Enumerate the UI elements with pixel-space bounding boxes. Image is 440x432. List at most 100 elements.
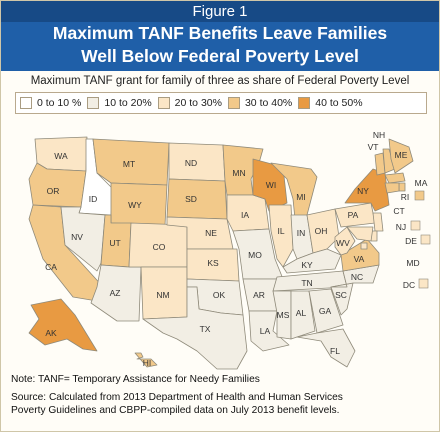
legend-swatch-3 xyxy=(227,97,240,109)
state-label-in: IN xyxy=(297,228,306,238)
legend-label-4: 40 to 50% xyxy=(315,97,363,109)
state-label-ky: KY xyxy=(301,260,313,270)
legend: 0 to 10 % 10 to 20% 20 to 30% 30 to 40% … xyxy=(15,92,427,114)
state-label-mn: MN xyxy=(232,168,245,178)
state-label-az: AZ xyxy=(110,288,121,298)
state-label-va: VA xyxy=(354,254,365,264)
state-label-wi: WI xyxy=(266,180,276,190)
state-ma xyxy=(384,172,406,184)
state-nj xyxy=(372,212,384,232)
legend-label-0: 0 to 10 % xyxy=(37,97,82,109)
state-label-nv: NV xyxy=(71,232,83,242)
state-label-ri: RI xyxy=(401,192,410,202)
state-ct xyxy=(384,182,400,194)
state-ri xyxy=(398,182,406,192)
state-label-ia: IA xyxy=(241,210,249,220)
state-label-ma: MA xyxy=(415,178,428,188)
state-dc xyxy=(360,242,368,250)
state-sd xyxy=(166,178,228,220)
legend-swatch-2 xyxy=(157,97,170,109)
state-label-sc: SC xyxy=(335,290,347,300)
state-label-nm: NM xyxy=(156,290,169,300)
state-ms xyxy=(272,290,292,340)
state-hi xyxy=(134,352,158,368)
state-label-md: MD xyxy=(406,258,419,268)
state-label-tx: TX xyxy=(200,324,211,334)
state-label-nc: NC xyxy=(351,272,363,282)
state-labels-layer: WA OR CA ID NV MT WY UT AZ CO NM ND SD NE KS OK TX MN IA MO… xyxy=(45,130,431,368)
state-me xyxy=(388,138,414,174)
state-label-ne: NE xyxy=(205,228,217,238)
state-marker-nj xyxy=(410,220,421,231)
state-label-ga: GA xyxy=(319,306,332,316)
source-line-1: Source: Calculated from 2013 Department … xyxy=(11,392,343,403)
state-label-ny: NY xyxy=(357,186,369,196)
state-label-or: OR xyxy=(47,186,60,196)
legend-item-3: 30 to 40% xyxy=(227,97,293,109)
state-label-wy: WY xyxy=(128,200,142,210)
state-ky xyxy=(282,248,342,274)
state-label-ct: CT xyxy=(393,206,404,216)
state-label-al: AL xyxy=(296,308,307,318)
state-label-la: LA xyxy=(260,326,271,336)
legend-label-3: 30 to 40% xyxy=(244,97,293,109)
footer: Note: TANF= Temporary Assistance for Nee… xyxy=(11,373,343,417)
state-label-tn: TN xyxy=(301,278,312,288)
state-marker-dc xyxy=(418,278,429,289)
state-va xyxy=(340,238,380,272)
state-label-oh: OH xyxy=(315,226,328,236)
state-label-de: DE xyxy=(405,236,417,246)
state-label-ms: MS xyxy=(277,310,290,320)
state-label-ak: AK xyxy=(45,328,57,338)
legend-swatch-1 xyxy=(87,97,100,109)
state-md xyxy=(346,226,374,242)
legend-label-1: 10 to 20% xyxy=(104,97,152,109)
state-label-mt: MT xyxy=(123,159,135,169)
state-label-pa: PA xyxy=(348,210,359,220)
state-label-wa: WA xyxy=(54,151,68,161)
state-marker-de xyxy=(420,234,431,245)
state-label-nd: ND xyxy=(185,158,197,168)
figure-label: Figure 1 xyxy=(1,1,439,22)
legend-swatch-4 xyxy=(298,97,311,109)
state-mn xyxy=(222,144,264,196)
legend-swatch-0 xyxy=(20,97,32,109)
state-label-nh: NH xyxy=(373,130,385,140)
state-al xyxy=(290,290,316,340)
state-label-mi: MI xyxy=(296,192,305,202)
state-label-ks: KS xyxy=(207,258,219,268)
state-label-mo: MO xyxy=(248,250,262,260)
legend-item-1: 10 to 20% xyxy=(87,97,152,109)
footnote: Note: TANF= Temporary Assistance for Nee… xyxy=(11,374,260,385)
state-label-id: ID xyxy=(89,194,98,204)
state-label-sd: SD xyxy=(185,194,197,204)
title-line-2: Well Below Federal Poverty Level xyxy=(81,46,359,66)
legend-item-4: 40 to 50% xyxy=(298,97,363,109)
us-map: WA OR CA ID NV MT WY UT AZ CO NM ND SD NE KS OK TX MN IA MO… xyxy=(28,130,431,370)
state-ak xyxy=(28,298,98,352)
state-label-ok: OK xyxy=(213,290,226,300)
source-line-2: Poverty Guidelines and CBPP-compiled dat… xyxy=(11,405,340,416)
state-marker-ri xyxy=(414,190,425,201)
state-label-ca: CA xyxy=(45,262,57,272)
state-label-ar: AR xyxy=(253,290,265,300)
legend-item-0: 0 to 10 % xyxy=(20,97,81,109)
state-label-nj: NJ xyxy=(396,222,406,232)
states-layer xyxy=(28,136,414,370)
state-label-ut: UT xyxy=(109,238,120,248)
state-oh xyxy=(306,208,340,254)
map-subtitle: Maximum TANF grant for family of three a… xyxy=(30,75,410,87)
state-label-il: IL xyxy=(277,226,284,236)
state-label-vt: VT xyxy=(368,142,379,152)
legend-label-2: 20 to 30% xyxy=(174,97,222,109)
state-label-hi: HI xyxy=(143,358,152,368)
state-ga xyxy=(308,288,344,334)
state-label-co: CO xyxy=(153,242,166,252)
state-label-wv: WV xyxy=(336,238,350,248)
state-tx xyxy=(142,286,248,370)
state-label-me: ME xyxy=(395,150,408,160)
state-fl xyxy=(296,328,356,368)
figure-header: Figure 1 Maximum TANF Benefits Leave Fam… xyxy=(1,1,439,71)
state-label-dc: DC xyxy=(403,280,415,290)
